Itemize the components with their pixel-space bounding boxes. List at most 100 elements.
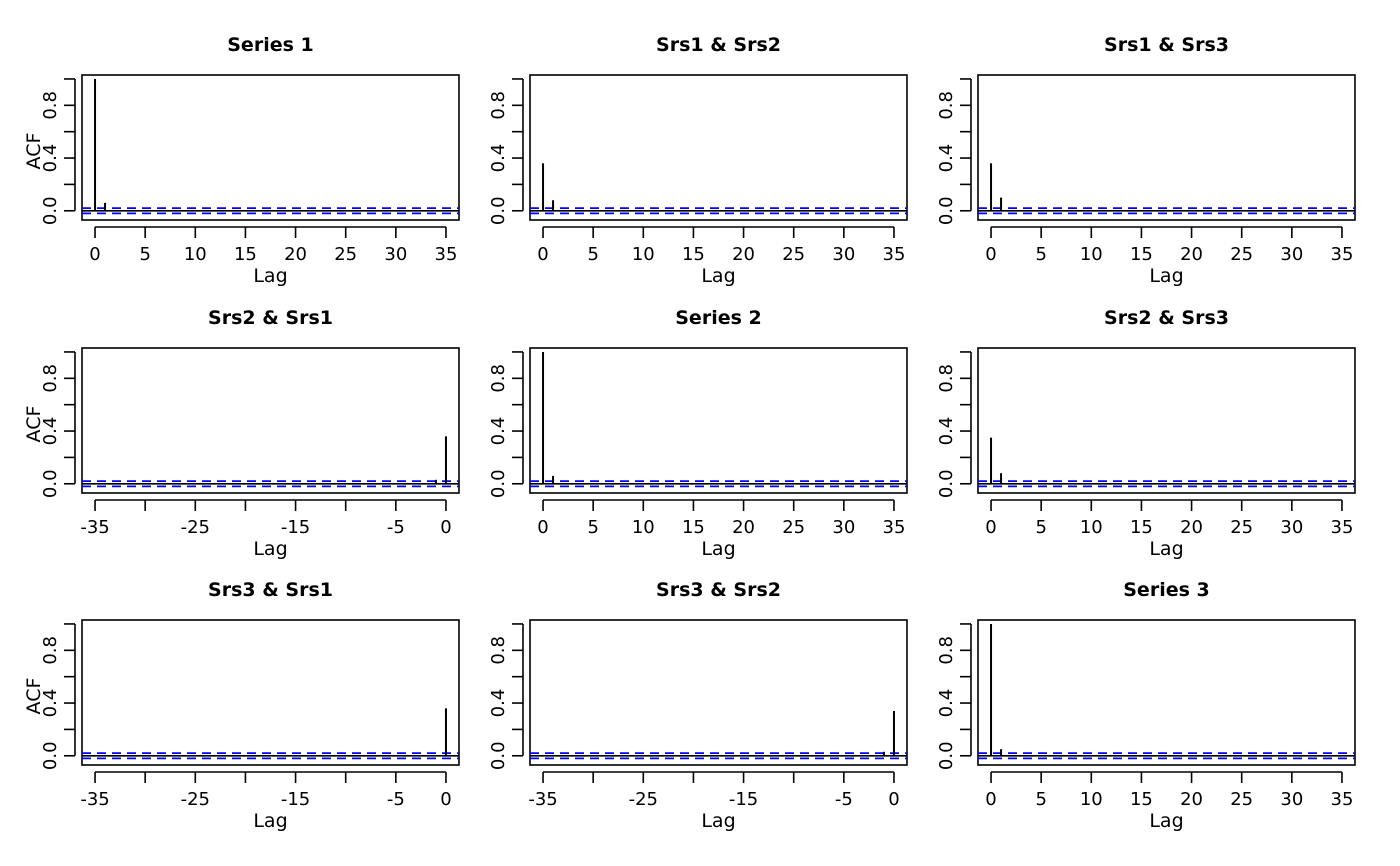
acf-panel: Srs3 & Srs1 -35 -25 -15 -5 0 Lag 0.0 0.4 0.8 ACF <box>23 579 460 832</box>
x-tick-label: 35 <box>883 244 906 265</box>
x-tick-label: 20 <box>284 244 307 265</box>
panel-title: Srs1 & Srs2 <box>656 34 781 56</box>
y-tick-label: 0.4 <box>488 417 509 446</box>
x-axis-label: Lag <box>1149 265 1183 287</box>
x-tick-label: -35 <box>80 789 109 810</box>
y-tick-label: 0.0 <box>40 741 61 770</box>
x-tick-label: -25 <box>181 517 210 538</box>
x-axis-label: Lag <box>701 265 735 287</box>
x-axis-label: Lag <box>701 538 735 560</box>
plot-frame <box>529 619 908 766</box>
x-tick-label: 10 <box>632 244 655 265</box>
x-tick-label: 35 <box>1331 517 1354 538</box>
acf-panel: Series 3 0 5 10 15 20 25 30 35 Lag 0.0 0.4 0.8 <box>936 579 1356 832</box>
x-tick-label: -25 <box>181 789 210 810</box>
acf-panel: Srs2 & Srs3 0 5 10 15 20 25 30 35 Lag 0.0 0.4 0.8 <box>936 307 1356 560</box>
panel-title: Series 1 <box>227 34 313 56</box>
x-tick-label: 5 <box>139 244 150 265</box>
x-tick-label: 5 <box>1035 244 1046 265</box>
x-tick-label: 25 <box>334 244 357 265</box>
x-tick-label: 25 <box>1230 244 1253 265</box>
acf-panel: Series 2 0 5 10 15 20 25 30 35 Lag 0.0 0.4 0.8 <box>488 307 908 560</box>
x-axis-label: Lag <box>253 265 287 287</box>
x-tick-label: 20 <box>732 517 755 538</box>
plot-frame <box>529 74 908 221</box>
y-axis-label: ACF <box>23 678 45 715</box>
panel-title: Series 2 <box>675 307 761 329</box>
y-tick-label: 0.8 <box>936 91 957 120</box>
x-tick-label: 0 <box>537 244 548 265</box>
x-tick-label: -15 <box>729 789 758 810</box>
x-tick-label: 0 <box>985 517 996 538</box>
y-tick-label: 0.0 <box>488 469 509 498</box>
y-axis-label: ACF <box>23 133 45 170</box>
x-tick-label: 10 <box>1080 789 1103 810</box>
x-tick-label: 15 <box>1130 789 1153 810</box>
plot-frame <box>81 619 460 766</box>
x-tick-label: 0 <box>440 789 451 810</box>
x-tick-label: 30 <box>1280 517 1303 538</box>
plot-frame <box>977 619 1356 766</box>
x-tick-label: 15 <box>1130 244 1153 265</box>
plot-frame <box>977 74 1356 221</box>
x-tick-label: 35 <box>883 517 906 538</box>
x-tick-label: 0 <box>888 789 899 810</box>
plot-frame <box>81 74 460 221</box>
x-tick-label: 30 <box>832 244 855 265</box>
acf-panel: Srs2 & Srs1 -35 -25 -15 -5 0 Lag 0.0 0.4 0.8 ACF <box>23 307 460 560</box>
panel-title: Srs2 & Srs1 <box>208 307 333 329</box>
y-tick-label: 0.8 <box>40 91 61 120</box>
x-tick-label: 20 <box>732 244 755 265</box>
x-tick-label: 20 <box>1180 789 1203 810</box>
x-tick-label: 35 <box>1331 244 1354 265</box>
x-tick-label: 25 <box>782 244 805 265</box>
x-axis-label: Lag <box>1149 810 1183 832</box>
x-tick-label: 35 <box>435 244 458 265</box>
x-tick-label: 30 <box>1280 244 1303 265</box>
y-tick-label: 0.0 <box>40 469 61 498</box>
x-axis-label: Lag <box>701 810 735 832</box>
x-axis-label: Lag <box>1149 538 1183 560</box>
x-tick-label: -25 <box>629 789 658 810</box>
x-tick-label: 0 <box>537 517 548 538</box>
x-tick-label: 30 <box>832 517 855 538</box>
x-tick-label: 25 <box>1230 517 1253 538</box>
y-tick-label: 0.4 <box>936 689 957 718</box>
y-tick-label: 0.0 <box>488 196 509 225</box>
x-tick-label: 25 <box>1230 789 1253 810</box>
y-tick-label: 0.0 <box>936 469 957 498</box>
y-tick-label: 0.8 <box>488 636 509 665</box>
acf-panel: Srs1 & Srs3 0 5 10 15 20 25 30 35 Lag 0.0 0.4 0.8 <box>936 34 1356 287</box>
y-tick-label: 0.8 <box>936 364 957 393</box>
x-tick-label: -5 <box>835 789 853 810</box>
panel-title: Srs2 & Srs3 <box>1104 307 1229 329</box>
x-tick-label: 30 <box>1280 789 1303 810</box>
y-tick-label: 0.4 <box>488 144 509 173</box>
x-tick-label: 10 <box>1080 244 1103 265</box>
x-tick-label: 0 <box>440 517 451 538</box>
y-tick-label: 0.0 <box>936 196 957 225</box>
x-tick-label: 10 <box>632 517 655 538</box>
x-tick-label: 15 <box>1130 517 1153 538</box>
x-tick-label: 15 <box>682 244 705 265</box>
panel-title: Srs3 & Srs1 <box>208 579 333 601</box>
x-tick-label: 10 <box>184 244 207 265</box>
x-tick-label: 15 <box>682 517 705 538</box>
y-tick-label: 0.4 <box>488 689 509 718</box>
acf-panel: Series 1 0 5 10 15 20 25 30 35 Lag 0.0 0.4 0.8 ACF <box>23 34 460 287</box>
x-tick-label: -5 <box>387 789 405 810</box>
x-tick-label: 5 <box>1035 789 1046 810</box>
x-tick-label: 20 <box>1180 517 1203 538</box>
x-axis-label: Lag <box>253 538 287 560</box>
x-tick-label: -35 <box>528 789 557 810</box>
x-axis-label: Lag <box>253 810 287 832</box>
x-tick-label: 0 <box>89 244 100 265</box>
x-tick-label: 30 <box>384 244 407 265</box>
y-tick-label: 0.4 <box>936 417 957 446</box>
y-tick-label: 0.4 <box>936 144 957 173</box>
x-tick-label: -15 <box>281 789 310 810</box>
x-tick-label: 0 <box>985 789 996 810</box>
panel-title: Srs1 & Srs3 <box>1104 34 1229 56</box>
x-tick-label: 20 <box>1180 244 1203 265</box>
